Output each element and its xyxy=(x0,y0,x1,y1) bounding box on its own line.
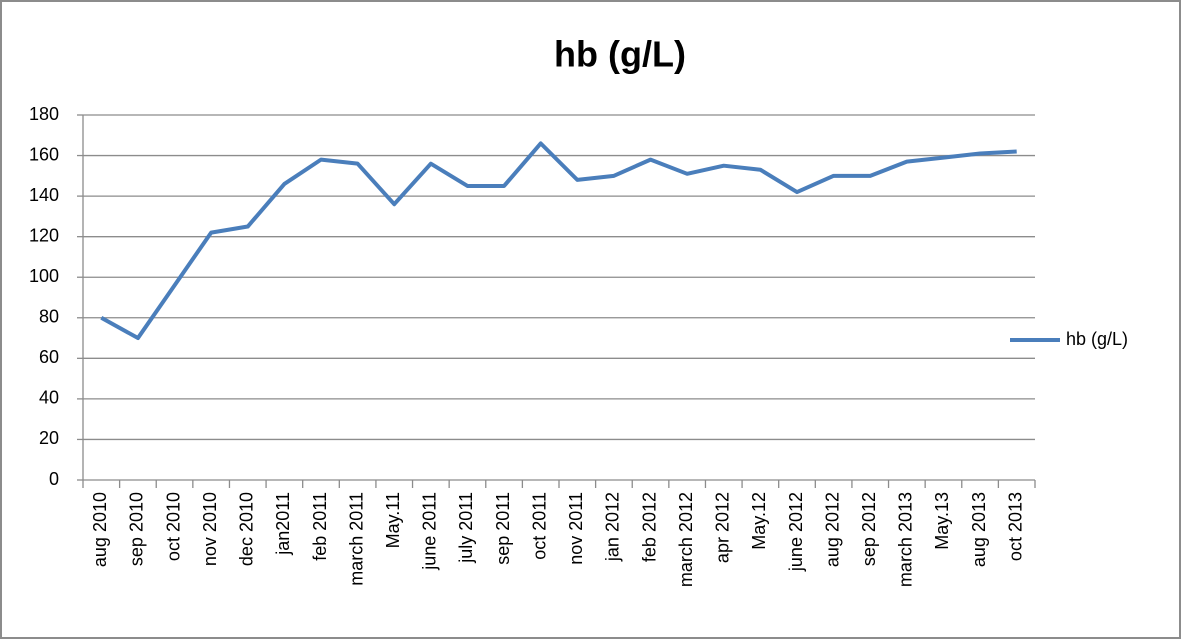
x-tick-label: aug 2010 xyxy=(90,492,110,567)
y-tick-label: 80 xyxy=(39,307,59,327)
x-tick-label: feb 2012 xyxy=(639,492,659,562)
x-tick-label: feb 2011 xyxy=(310,492,330,561)
x-tick-label: march 2011 xyxy=(346,492,366,586)
legend-label: hb (g/L) xyxy=(1066,329,1128,349)
y-tick-label: 140 xyxy=(29,185,59,205)
x-tick-label: May.13 xyxy=(932,492,952,550)
data-line xyxy=(100,141,1017,341)
x-tick-label: May.11 xyxy=(383,492,403,548)
y-tick-label: 60 xyxy=(39,347,59,367)
x-tick-label: june 2011 xyxy=(420,492,440,571)
x-tick-label: march 2013 xyxy=(896,492,916,587)
x-tick-label: dec 2010 xyxy=(237,492,257,566)
x-tick-label: oct 2010 xyxy=(163,492,183,561)
x-tick-label: aug 2012 xyxy=(822,492,842,567)
x-tick-label: sep 2010 xyxy=(127,492,147,566)
x-tick-label: nov 2011 xyxy=(566,492,586,565)
x-tick-label: jan 2012 xyxy=(603,492,623,562)
y-tick-label: 20 xyxy=(39,428,59,448)
x-tick-label: sep 2011 xyxy=(493,492,513,565)
y-tick-label: 120 xyxy=(29,225,59,245)
x-tick-label: nov 2010 xyxy=(200,492,220,566)
y-tick-label: 180 xyxy=(29,104,59,124)
y-tick-label: 0 xyxy=(49,469,59,489)
x-tick-label: march 2012 xyxy=(676,492,696,587)
x-tick-label: july 2011 xyxy=(456,492,476,564)
y-tick-label: 100 xyxy=(29,266,59,286)
x-tick-label: apr 2012 xyxy=(713,492,733,563)
x-tick-label: May.12 xyxy=(749,492,769,550)
x-tick-label: aug 2013 xyxy=(969,492,989,567)
x-tick-label: oct 2013 xyxy=(1005,492,1025,561)
y-tick-label: 40 xyxy=(39,388,59,408)
x-tick-label: june 2012 xyxy=(786,492,806,572)
y-tick-label: 160 xyxy=(29,144,59,164)
x-tick-label: oct 2011 xyxy=(529,492,549,560)
chart-title: hb (g/L) xyxy=(554,34,686,75)
x-tick-label: sep 2012 xyxy=(859,492,879,566)
x-tick-label: jan2011 xyxy=(273,492,293,556)
